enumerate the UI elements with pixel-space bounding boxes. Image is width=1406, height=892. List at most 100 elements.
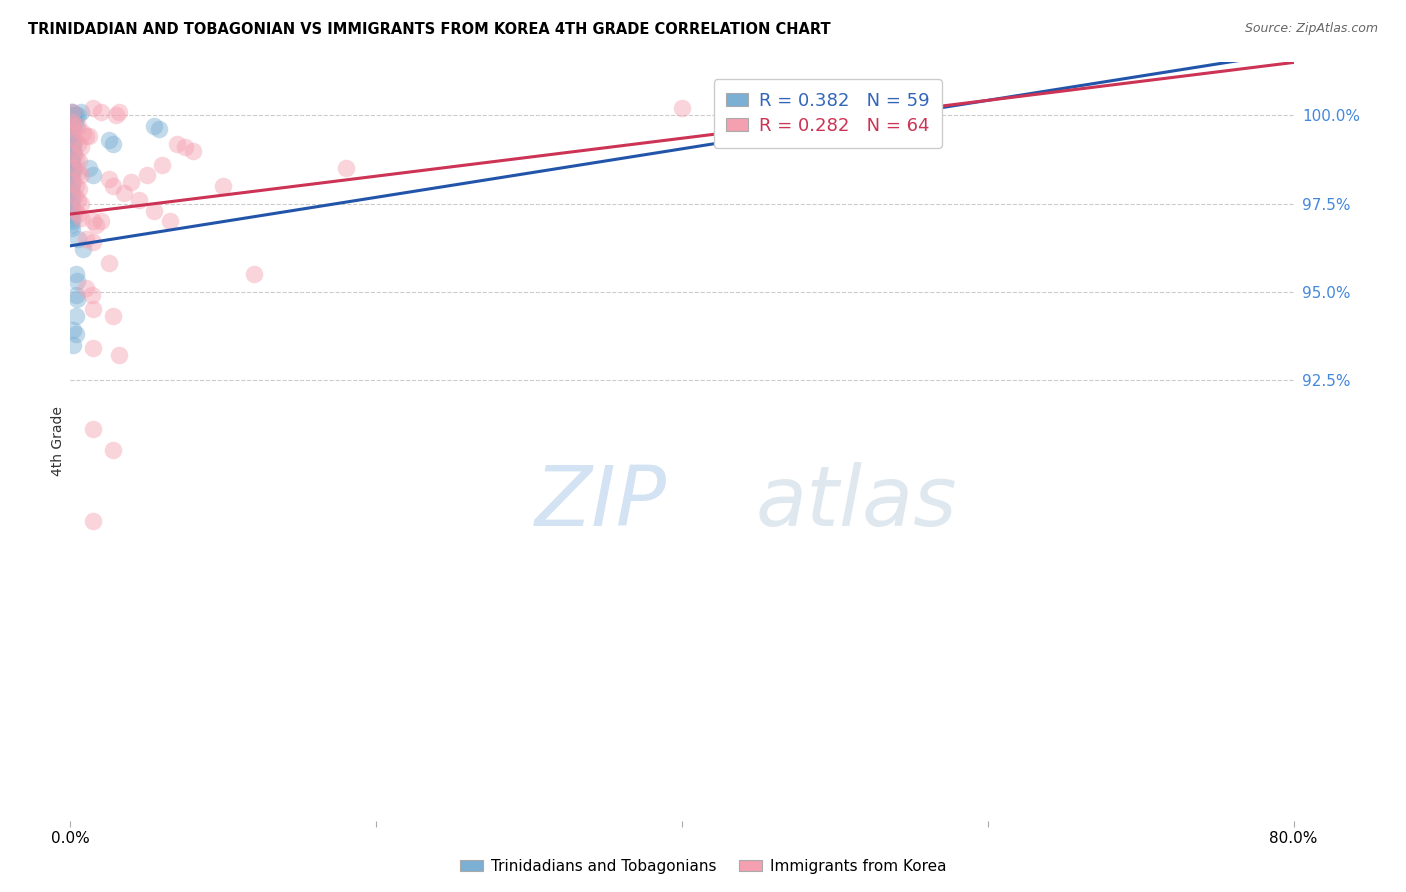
Point (82, 169, 104, 183)
Legend: R = 0.382   N = 59, R = 0.282   N = 64: R = 0.382 N = 59, R = 0.282 N = 64 (714, 79, 942, 147)
Point (63, 115, 86, 129)
Point (70, 211, 93, 225)
Point (72, 243, 94, 257)
Point (174, 140, 197, 154)
Point (70, 169, 93, 183)
Point (62, 161, 84, 176)
Point (60, 196, 83, 211)
Point (112, 186, 135, 200)
Point (62, 175, 84, 189)
Point (62, 147, 84, 161)
Point (60, 200, 83, 214)
Point (66, 292, 89, 306)
Point (60, 126, 83, 140)
Point (62, 323, 84, 337)
Text: Source: ZipAtlas.com: Source: ZipAtlas.com (1244, 22, 1378, 36)
Point (70, 104, 93, 119)
Point (63, 108, 86, 122)
Point (60, 151, 83, 165)
Point (82, 514, 104, 528)
Text: TRINIDADIAN AND TOBAGONIAN VS IMMIGRANTS FROM KOREA 4TH GRADE CORRELATION CHART: TRINIDADIAN AND TOBAGONIAN VS IMMIGRANTS… (28, 22, 831, 37)
Point (66, 136, 89, 151)
Point (75, 232, 97, 246)
Point (60, 169, 83, 183)
Point (60, 221, 83, 235)
Point (243, 267, 266, 281)
Point (135, 169, 157, 183)
Text: atlas: atlas (755, 462, 957, 542)
Point (150, 158, 173, 172)
Point (69, 182, 91, 196)
Point (65, 326, 87, 341)
Point (66, 165, 89, 179)
Point (82, 235, 104, 250)
Point (65, 178, 87, 193)
Point (63, 133, 86, 147)
Point (62, 108, 84, 122)
Point (62, 119, 84, 133)
Point (60, 108, 83, 122)
Point (60, 214, 83, 228)
Point (97, 133, 120, 147)
Point (108, 104, 131, 119)
Point (80, 288, 103, 302)
Point (90, 214, 112, 228)
Point (62, 122, 84, 136)
Point (335, 161, 357, 176)
Point (62, 147, 84, 161)
Legend: Trinidadians and Tobagonians, Immigrants from Korea: Trinidadians and Tobagonians, Immigrants… (454, 853, 952, 880)
Point (60, 182, 83, 196)
Point (101, 310, 124, 324)
Point (65, 151, 87, 165)
Point (82, 422, 104, 436)
Point (66, 232, 89, 246)
Point (63, 203, 86, 218)
Point (60, 154, 83, 169)
Point (60, 154, 83, 169)
Point (90, 104, 112, 119)
Point (121, 175, 143, 189)
Y-axis label: 4th Grade: 4th Grade (51, 407, 65, 476)
Point (82, 302, 104, 317)
Point (75, 129, 97, 144)
Point (143, 119, 166, 133)
Point (60, 189, 83, 203)
Point (212, 178, 235, 193)
Point (63, 189, 86, 203)
Point (97, 171, 120, 186)
Point (65, 108, 87, 122)
Point (82, 101, 104, 115)
Point (65, 310, 87, 324)
Point (60, 158, 83, 172)
Point (62, 165, 84, 179)
Point (671, 101, 693, 115)
Point (166, 136, 188, 151)
Point (66, 193, 89, 207)
Point (70, 140, 93, 154)
Point (60, 193, 83, 207)
Point (60, 218, 83, 232)
Point (60, 207, 83, 221)
Point (60, 133, 83, 147)
Point (60, 133, 83, 147)
Point (77, 129, 100, 144)
Point (108, 348, 131, 362)
Point (69, 154, 91, 169)
Point (60, 104, 83, 119)
Point (60, 104, 83, 119)
Point (60, 186, 83, 200)
Point (62, 136, 84, 151)
Point (65, 288, 87, 302)
Point (60, 104, 83, 119)
Point (66, 207, 89, 221)
Point (60, 178, 83, 193)
Point (60, 115, 83, 129)
Point (75, 281, 97, 295)
Point (62, 119, 84, 133)
Point (101, 443, 124, 458)
Point (128, 193, 150, 207)
Point (62, 337, 84, 351)
Point (143, 203, 166, 218)
Point (62, 161, 84, 176)
Point (60, 211, 83, 225)
